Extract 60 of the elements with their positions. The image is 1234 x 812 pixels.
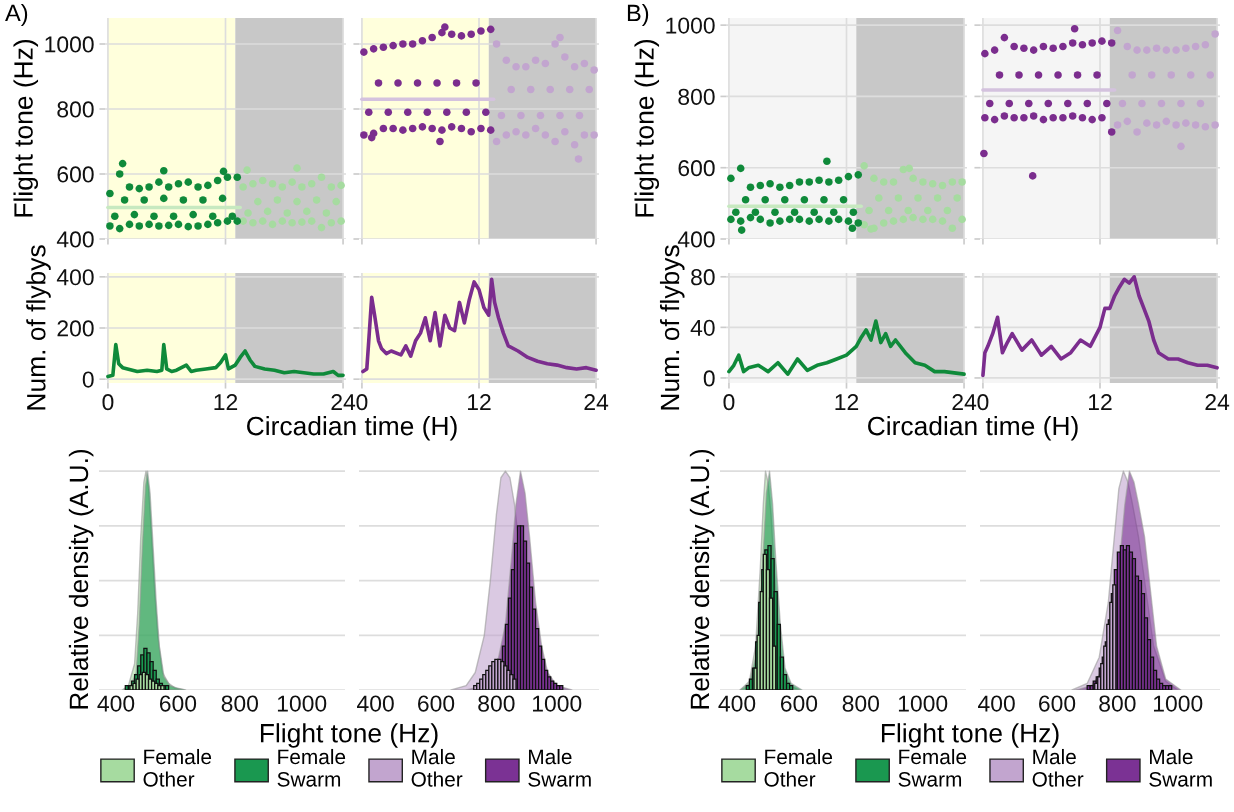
x-tick-label: 24 bbox=[1205, 394, 1230, 411]
text: A) bbox=[5, 4, 28, 26]
y-tick-label: 800 bbox=[678, 88, 715, 105]
legend-label: Male Other bbox=[411, 748, 463, 787]
x-tick-label: 12 bbox=[214, 394, 238, 411]
x-axis-title: Circadian time (H) bbox=[868, 416, 1078, 441]
x-axis-title: Flight tone (Hz) bbox=[260, 723, 438, 748]
x-tick-label: 0 bbox=[102, 394, 114, 411]
x-tick-label: 800 bbox=[478, 695, 515, 712]
y-tick-label: 1000 bbox=[45, 36, 94, 53]
legend-label: Female Swarm bbox=[898, 748, 967, 787]
x-tick-label: 400 bbox=[97, 695, 135, 712]
x-tick-label: 1000 bbox=[533, 695, 582, 712]
y-tick-label: 800 bbox=[57, 101, 94, 118]
x-tick-label: 12 bbox=[1089, 394, 1112, 411]
y-tick-label: 80 bbox=[691, 269, 715, 286]
x-tick-label: 600 bbox=[418, 695, 455, 712]
y-axis-title: Relative density (A.U.) bbox=[689, 449, 715, 709]
x-tick-label: 1000 bbox=[277, 695, 327, 712]
y-axis-title: Flight tone (Hz) bbox=[13, 39, 39, 217]
x-tick-label: 0 bbox=[723, 394, 735, 411]
y-tick-label: 40 bbox=[690, 319, 715, 336]
x-tick-label: 800 bbox=[842, 695, 880, 712]
x-tick-label: 0 bbox=[356, 394, 368, 411]
text: B) bbox=[627, 4, 649, 26]
legend-label: Male Swarm bbox=[528, 748, 591, 787]
x-axis-title: Flight tone (Hz) bbox=[881, 723, 1059, 748]
y-tick-label: 0 bbox=[82, 371, 94, 388]
x-tick-label: 12 bbox=[468, 394, 491, 411]
legend-label: Female Swarm bbox=[277, 748, 346, 787]
y-axis-title: Num. of flybys bbox=[26, 245, 51, 410]
x-tick-label: 24 bbox=[952, 394, 977, 411]
y-tick-label: 600 bbox=[57, 166, 94, 183]
x-tick-label: 12 bbox=[835, 394, 859, 411]
y-tick-label: 0 bbox=[703, 370, 715, 387]
legend-label: Female Other bbox=[764, 748, 833, 787]
x-tick-label: 600 bbox=[1039, 695, 1076, 712]
y-tick-label: 600 bbox=[678, 160, 715, 177]
legend-label: Male Swarm bbox=[1149, 748, 1212, 787]
legend-label: Male Other bbox=[1032, 748, 1084, 787]
x-tick-label: 600 bbox=[780, 695, 818, 712]
x-tick-label: 24 bbox=[331, 394, 356, 411]
x-tick-label: 400 bbox=[357, 695, 394, 712]
legend-label: Female Other bbox=[143, 748, 212, 787]
x-tick-label: 600 bbox=[159, 695, 197, 712]
y-tick-label: 200 bbox=[57, 320, 94, 337]
y-axis-title: Flight tone (Hz) bbox=[634, 39, 660, 217]
x-tick-label: 24 bbox=[584, 394, 609, 411]
y-tick-label: 400 bbox=[56, 269, 94, 286]
x-tick-label: 800 bbox=[1099, 695, 1136, 712]
y-axis-title: Relative density (A.U.) bbox=[68, 449, 94, 709]
x-tick-label: 0 bbox=[977, 394, 989, 411]
y-tick-label: 1000 bbox=[666, 17, 715, 34]
x-tick-label: 1000 bbox=[1154, 695, 1203, 712]
y-tick-label: 400 bbox=[56, 231, 94, 248]
x-tick-label: 800 bbox=[221, 695, 259, 712]
x-tick-label: 1000 bbox=[898, 695, 948, 712]
x-tick-label: 400 bbox=[978, 695, 1015, 712]
x-tick-label: 400 bbox=[718, 695, 756, 712]
x-axis-title: Circadian time (H) bbox=[247, 416, 457, 441]
